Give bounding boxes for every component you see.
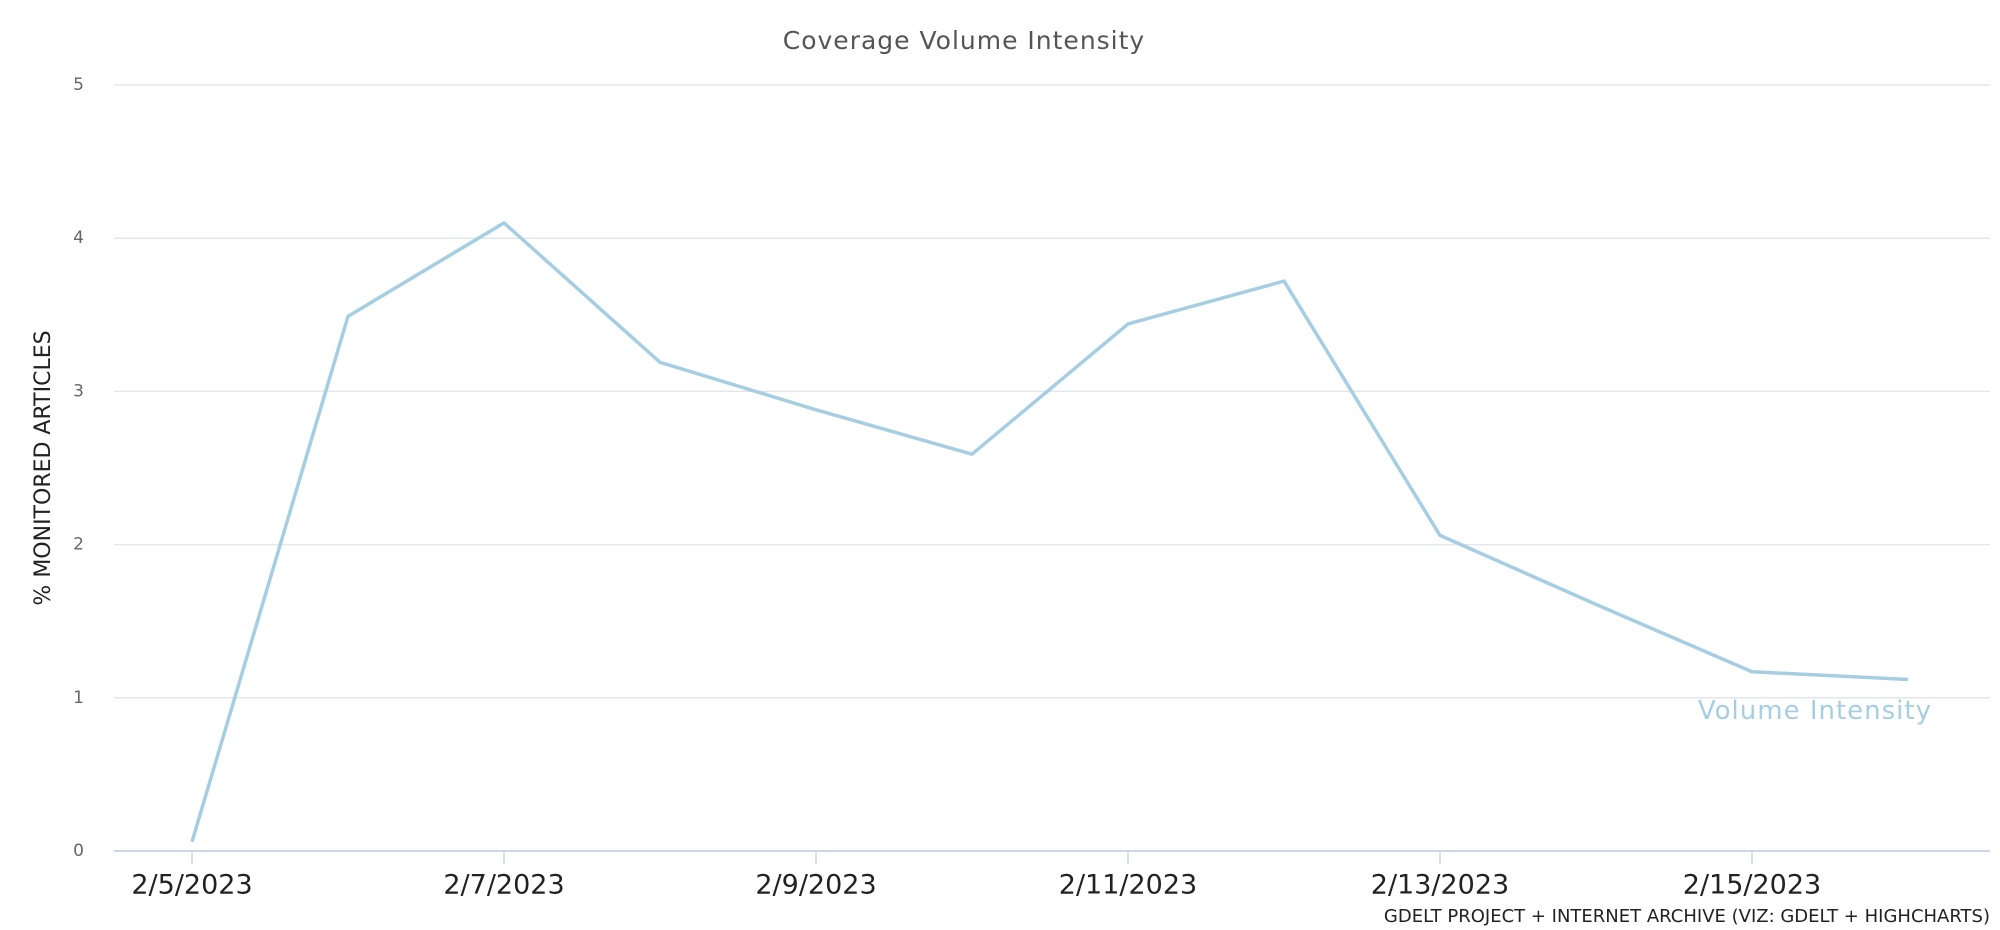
y-tick-label: 2: [73, 535, 84, 555]
x-tick-label: 2/15/2023: [1683, 870, 1821, 901]
x-tick-label: 2/5/2023: [131, 870, 252, 901]
y-axis-title: % MONITORED ARTICLES: [31, 330, 56, 605]
y-tick-label: 3: [73, 381, 84, 401]
x-tick-label: 2/7/2023: [443, 870, 564, 901]
series-label: Volume Intensity: [1698, 696, 1932, 726]
x-tick-label: 2/11/2023: [1059, 870, 1197, 901]
y-tick-label: 1: [73, 688, 84, 708]
y-tick-label: 5: [73, 75, 84, 95]
line-series: [190, 221, 1909, 843]
x-tick-label: 2/9/2023: [755, 870, 876, 901]
y-tick-label: 4: [73, 228, 84, 248]
x-tick-label: 2/13/2023: [1371, 870, 1509, 901]
chart-title: Coverage Volume Intensity: [783, 26, 1145, 55]
credit: GDELT PROJECT + INTERNET ARCHIVE (VIZ: G…: [1384, 906, 1990, 927]
y-tick-label: 0: [73, 841, 84, 861]
